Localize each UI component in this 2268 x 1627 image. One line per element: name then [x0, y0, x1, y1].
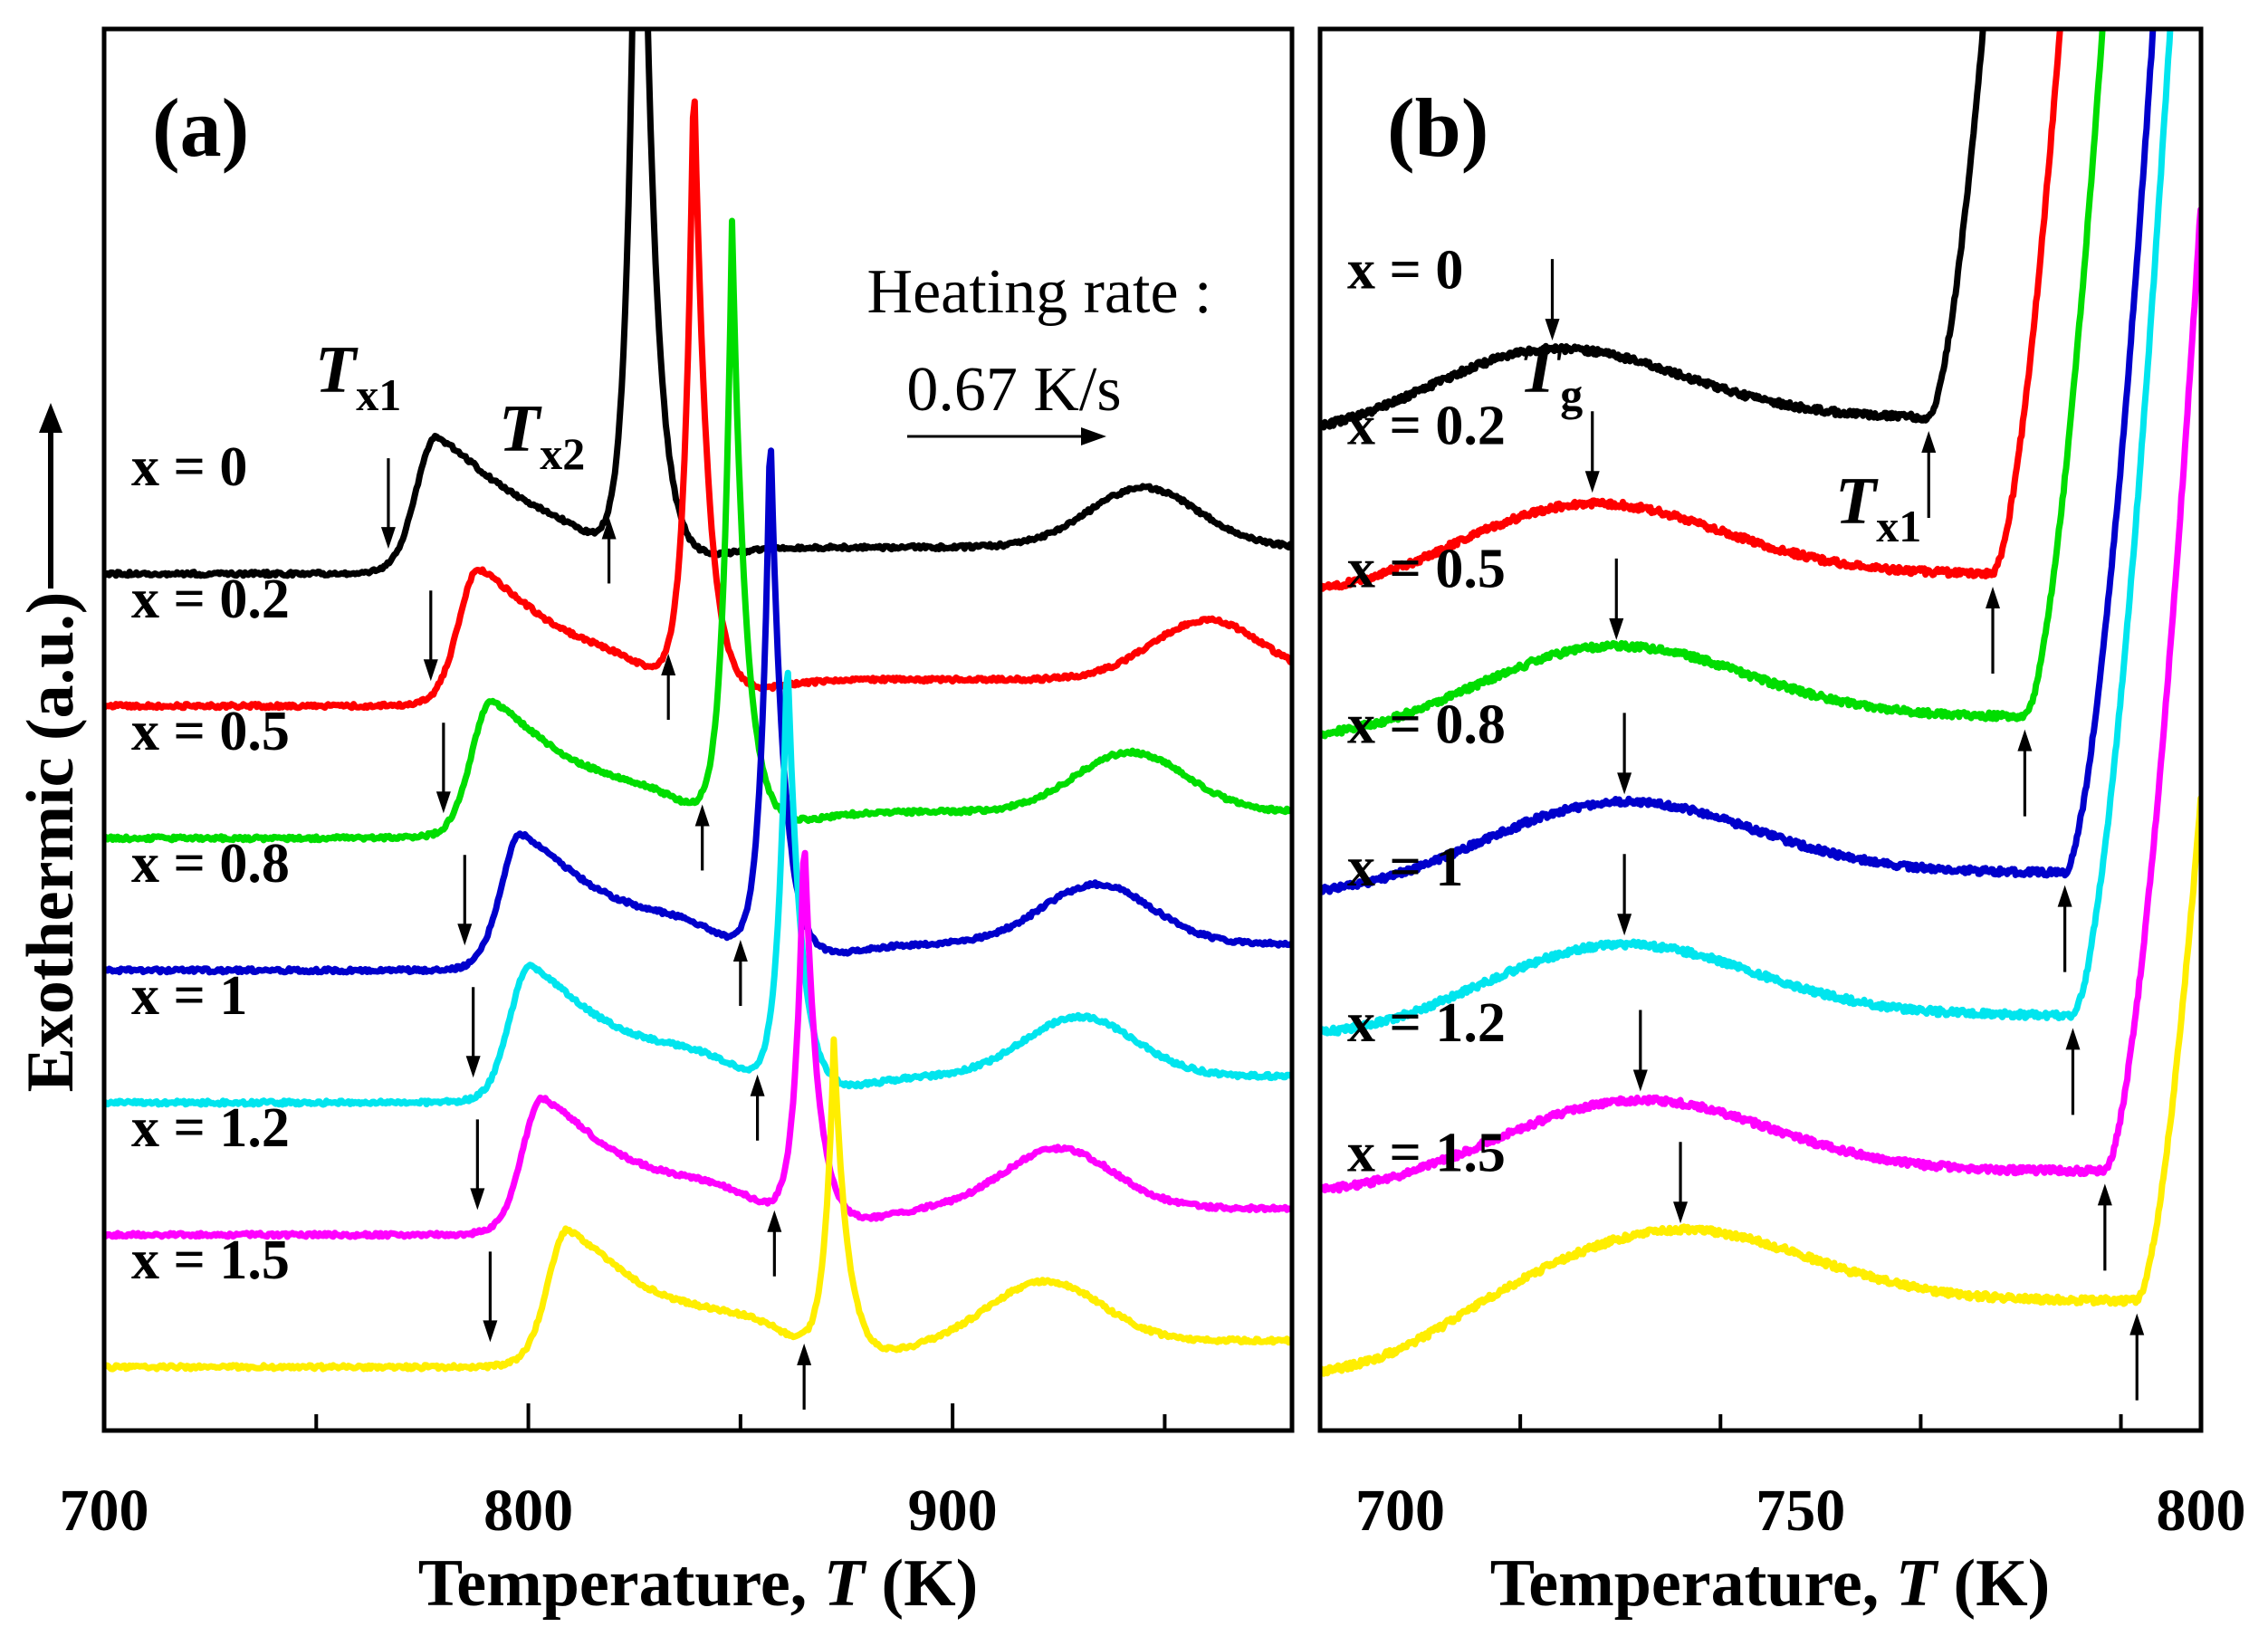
series-line-1.5 — [104, 1036, 1292, 1373]
panel-a-curves — [104, 29, 1292, 1373]
heating-rate-arrowhead — [1081, 427, 1106, 445]
tx2-arrow-a-head — [767, 1210, 782, 1232]
y-axis-title: Exothermic (a.u.) — [14, 592, 88, 1093]
tx1-arrow-b-head — [2017, 729, 2033, 751]
tx1-annotation-b: Tx1 — [1835, 464, 1921, 551]
tx1-arrow-a-head — [423, 659, 438, 682]
series-line-0.2 — [104, 98, 1292, 712]
panel-b-onset-arrows — [1545, 259, 2145, 1401]
tg-arrow-b-head — [1632, 1069, 1648, 1092]
x-tick-label: 700 — [1355, 1478, 1445, 1544]
series-label-b: x = 1.2 — [1347, 992, 1506, 1054]
series-line-0.5 — [104, 217, 1292, 844]
series-line-b-0.8 — [1320, 29, 2157, 895]
tg-arrow-b-head — [1584, 471, 1600, 493]
panel-a: 700 800 900 (a) Heating rate : 0.67 K/s Tx… — [60, 26, 1295, 1621]
series-label-b: x = 0.5 — [1347, 538, 1506, 599]
series-line-0.8 — [104, 447, 1292, 976]
tx1-arrow-b-head — [2097, 1183, 2112, 1206]
tx1-arrow-a-head — [435, 791, 451, 814]
tx1-arrow-a-head — [380, 527, 396, 550]
x-tick-label: 700 — [60, 1478, 149, 1544]
tx2-arrow-a-head — [797, 1343, 812, 1365]
tx1-arrow-a-head — [470, 1188, 485, 1211]
tg-arrow-b-head — [1617, 772, 1632, 795]
series-line-1.2 — [104, 849, 1292, 1240]
y-axis-arrowhead — [39, 403, 62, 433]
panel-b-label: (b) — [1387, 81, 1488, 174]
tg-arrow-b-head — [1617, 914, 1632, 936]
series-label-b: x = 1 — [1347, 837, 1463, 898]
tx1-arrow-a-head — [465, 1056, 481, 1078]
series-label-a: x = 1 — [131, 965, 247, 1027]
tx1-arrow-a-head — [483, 1320, 498, 1343]
heating-rate-label: Heating rate : — [867, 257, 1212, 327]
x-tick-label: 750 — [1756, 1478, 1845, 1544]
series-label-b: x = 1.5 — [1347, 1122, 1506, 1183]
panel-b-curves — [1320, 29, 2201, 1378]
tx1-arrow-b-head — [1921, 431, 1937, 453]
heating-rate-value: 0.67 K/s — [906, 355, 1121, 425]
tx1-arrow-b-head — [2129, 1313, 2145, 1335]
panel-b-ticks: 700 750 800 — [1318, 1414, 2246, 1544]
tx1-arrow-b-head — [1986, 587, 2001, 608]
series-line-0 — [104, 29, 1292, 579]
series-label-a: x = 1.2 — [131, 1097, 290, 1159]
panel-b-frame — [1317, 26, 2204, 1433]
panel-b-series-labels: x = 0 x = 0.2 x = 0.5 x = 0.8 x = 1 x = 1.2 x … — [1347, 240, 1506, 1184]
series-line-b-1 — [1320, 29, 2174, 1037]
tx1-arrow-a-head — [457, 924, 473, 946]
panel-a-series-labels: x = 0 x = 0.2 x = 0.5 x = 0.8 x = 1 x = 1.2 x … — [131, 436, 290, 1291]
series-line-b-0.5 — [1320, 29, 2106, 740]
tx1-arrow-b-head — [2065, 1028, 2081, 1050]
x-tick-label: 900 — [908, 1478, 998, 1544]
tg-annotation-b: Tg — [1519, 333, 1583, 420]
tx2-arrow-a-head — [601, 517, 617, 540]
series-label-a: x = 0.2 — [131, 569, 290, 630]
series-label-b: x = 0 — [1347, 240, 1463, 301]
tg-arrow-b-head — [1609, 617, 1624, 640]
panel-a-x-axis-title: Temperature, T (K) — [418, 1546, 979, 1621]
series-label-a: x = 0.8 — [131, 833, 290, 895]
tx1-annotation-a: Tx1 — [315, 333, 401, 420]
series-label-a: x = 1.5 — [131, 1230, 290, 1291]
tx1-arrow-b-head — [2057, 885, 2072, 907]
series-line-b-1.2 — [1320, 206, 2201, 1194]
series-label-a: x = 0.5 — [131, 701, 290, 762]
panel-a-label: (a) — [152, 81, 249, 174]
tx2-arrow-a-head — [661, 653, 676, 675]
panel-a-plot — [104, 29, 1292, 1373]
panel-a-frame — [101, 26, 1295, 1433]
panel-b-x-axis-title: Temperature, T (K) — [1490, 1546, 2051, 1621]
tx2-arrow-a-head — [750, 1074, 765, 1096]
x-tick-label: 800 — [483, 1478, 573, 1544]
tg-arrow-b-head — [1673, 1201, 1689, 1224]
tx2-arrow-a-head — [732, 939, 748, 962]
x-tick-label: 800 — [2157, 1478, 2246, 1544]
panel-a-onset-arrows — [380, 458, 812, 1410]
tx2-annotation-a: Tx2 — [499, 392, 585, 479]
series-line-b-0.2 — [1320, 29, 2063, 592]
series-label-b: x = 0.8 — [1347, 694, 1506, 755]
series-label-a: x = 0 — [131, 436, 247, 498]
series-line-1 — [104, 669, 1292, 1108]
panel-a-ticks: 700 800 900 — [60, 1403, 1167, 1544]
series-line-b-0 — [1320, 29, 1986, 431]
tg-arrow-b-head — [1545, 319, 1560, 341]
panel-b-plot — [1320, 29, 2201, 1378]
panel-b: 700 750 800 (b) Tg Tx1 x = 0 x = 0.2 x = 0.5… — [1317, 26, 2246, 1621]
tx2-arrow-a-head — [694, 804, 710, 827]
series-label-b: x = 0.2 — [1347, 396, 1506, 457]
series-line-b-1.5 — [1320, 795, 2201, 1378]
